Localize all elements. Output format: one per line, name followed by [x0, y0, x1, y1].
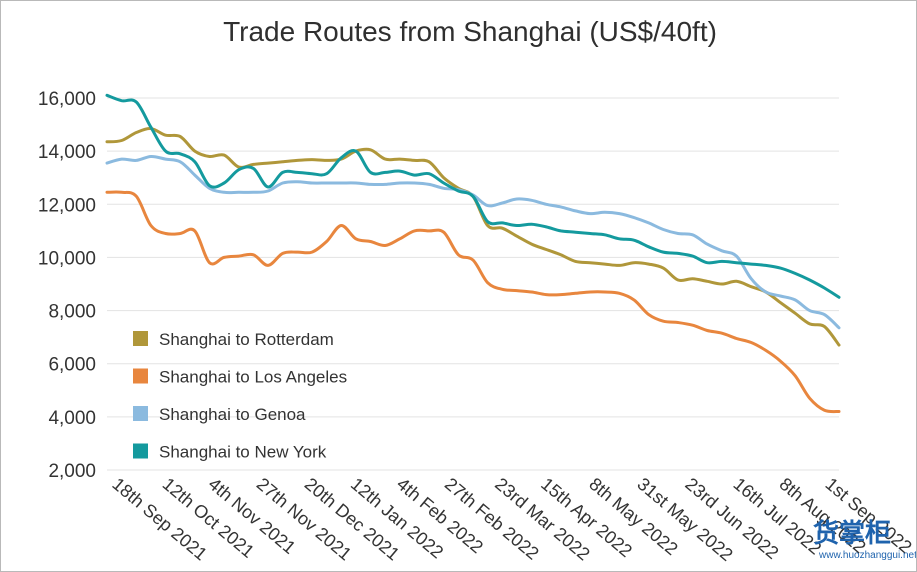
y-tick-label: 2,000	[48, 461, 96, 482]
chart-title: Trade Routes from Shanghai (US$/40ft)	[223, 16, 717, 47]
legend-label: Shanghai to Genoa	[159, 405, 306, 424]
y-tick-label: 10,000	[38, 248, 96, 269]
legend: Shanghai to Rotterdam Shanghai to Los Ang…	[133, 330, 347, 462]
legend-label: Shanghai to Rotterdam	[159, 330, 334, 349]
y-tick-label: 12,000	[38, 195, 96, 216]
watermark-logo: 货掌柜 www.huozhanggui.net	[813, 518, 916, 561]
watermark-url: www.huozhanggui.net	[818, 550, 916, 561]
y-tick-label: 8,000	[48, 302, 96, 323]
legend-swatch	[133, 406, 148, 421]
series-lines	[105, 93, 841, 414]
legend-swatch	[133, 331, 148, 346]
legend-label: Shanghai to Los Angeles	[159, 368, 347, 387]
y-tick-label: 4,000	[48, 408, 96, 429]
legend-swatch	[133, 443, 148, 459]
legend-label: Shanghai to New York	[159, 443, 327, 462]
y-axis-tick-labels: 2,000 4,000 6,000 8,000 10,000 12,000 14,000 16…	[38, 89, 96, 482]
series-line-shanghai-to-los-angeles	[105, 190, 841, 414]
legend-swatch	[133, 368, 148, 384]
series-line-shanghai-to-rotterdam	[105, 127, 841, 347]
series-line-shanghai-to-new-york	[105, 93, 841, 299]
y-tick-label: 14,000	[38, 142, 96, 163]
series-line-shanghai-to-genoa	[105, 154, 841, 330]
watermark-text: 货掌柜	[813, 518, 891, 549]
y-tick-label: 16,000	[38, 89, 96, 110]
y-tick-label: 6,000	[48, 355, 96, 376]
